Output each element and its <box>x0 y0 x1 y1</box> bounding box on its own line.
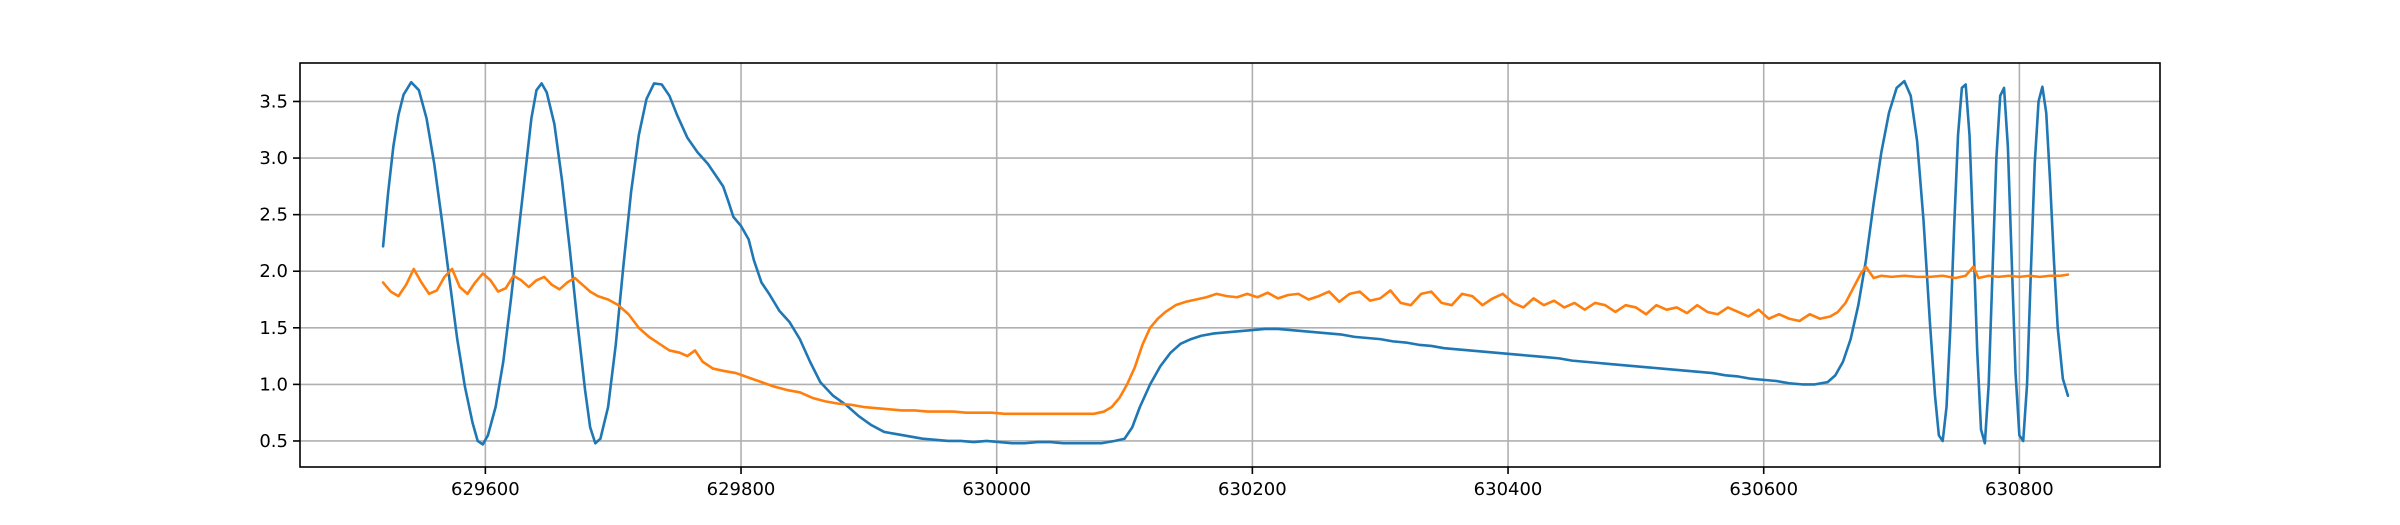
series-line-2 <box>381 265 2070 416</box>
y-axis: 0.5 1.0 1.5 2.0 2.5 3.0 3.5 <box>259 91 300 452</box>
x-tick-label: 630200 <box>1218 479 1287 500</box>
axes-frame <box>299 62 2161 468</box>
y-tick-label: 3.5 <box>259 91 288 112</box>
x-tick-label: 630800 <box>1985 479 2054 500</box>
plot-area <box>300 63 2160 467</box>
y-tick-label: 2.0 <box>259 261 288 282</box>
y-tick-label: 0.5 <box>259 431 288 452</box>
x-tick-label: 629800 <box>707 479 776 500</box>
y-tick-label: 3.0 <box>259 148 288 169</box>
series-line-1 <box>381 79 2070 446</box>
series-layer <box>381 79 2070 446</box>
y-tick-label: 1.5 <box>259 318 288 339</box>
y-tick-label: 1.0 <box>259 374 288 395</box>
x-tick-label: 630000 <box>962 479 1031 500</box>
x-axis: 629600 629800 630000 630200 630400 630600 6308… <box>451 467 2054 500</box>
x-tick-label: 629600 <box>451 479 520 500</box>
x-tick-label: 630400 <box>1474 479 1543 500</box>
x-tick-label: 630600 <box>1729 479 1798 500</box>
y-tick-label: 2.5 <box>259 205 288 226</box>
